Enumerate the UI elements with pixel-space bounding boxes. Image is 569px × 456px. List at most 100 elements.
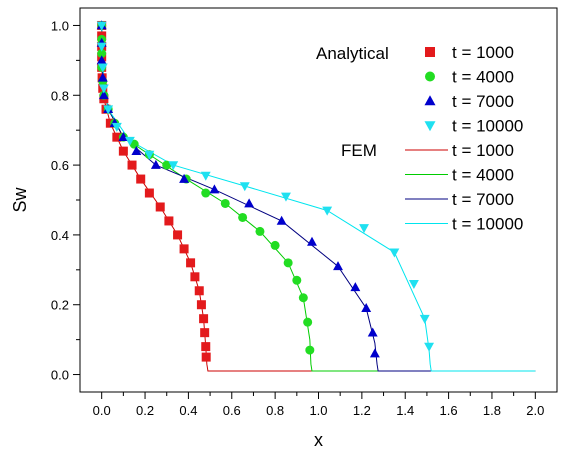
analytical-point-s0-16 — [164, 216, 174, 226]
legend-group-analytical: Analytical — [316, 44, 389, 63]
analytical-point-s3-14 — [389, 248, 400, 258]
analytical-point-s0-26 — [201, 352, 211, 362]
y-axis: 0.0 0.2 0.4 0.6 0.8 1.0 — [51, 18, 80, 383]
analytical-point-s1-22 — [305, 345, 315, 355]
analytical-point-s3-16 — [419, 314, 430, 324]
y-axis-label: Sw — [10, 187, 30, 213]
analytical-point-s2-18 — [367, 327, 378, 337]
legend-label-fem-2: t = 7000 — [452, 190, 514, 209]
analytical-point-s2-17 — [361, 303, 372, 313]
x-tick-label-6: 1.2 — [353, 403, 371, 418]
analytical-point-s0-10 — [112, 132, 122, 142]
analytical-point-s2-7 — [118, 131, 129, 141]
analytical-point-s0-12 — [127, 160, 137, 170]
y-tick-label-0: 0.0 — [51, 368, 69, 383]
legend-label-fem-3: t = 10000 — [452, 215, 523, 234]
analytical-point-s2-10 — [179, 173, 190, 183]
analytical-point-s3-1 — [96, 42, 107, 52]
legend: Analytical FEM t = 1000 t = 4000 t = 7000 t… — [316, 43, 523, 234]
analytical-point-s0-13 — [136, 174, 146, 184]
legend-label-fem-1: t = 4000 — [452, 166, 514, 185]
x-tick-label-2: 0.4 — [179, 403, 197, 418]
y-tick-label-5: 1.0 — [51, 18, 69, 33]
x-axis: 0.0 0.2 0.4 0.6 0.8 1.0 1.2 1.4 1.6 1.8 2.0 — [93, 392, 544, 418]
analytical-point-s1-16 — [255, 226, 265, 236]
analytical-point-s0-22 — [196, 300, 206, 310]
legend-label-fem-0: t = 1000 — [452, 141, 514, 160]
analytical-point-s0-17 — [173, 230, 183, 240]
analytical-point-s3-2 — [97, 63, 108, 73]
analytical-point-s1-15 — [238, 212, 248, 222]
y-tick-label-3: 0.6 — [51, 158, 69, 173]
analytical-point-s0-24 — [200, 328, 210, 338]
analytical-point-s2-13 — [276, 215, 287, 225]
analytical-point-s3-4 — [103, 105, 114, 115]
analytical-point-s1-21 — [303, 317, 313, 327]
analytical-point-s3-6 — [124, 136, 135, 146]
legend-marker-analytical-2 — [424, 95, 436, 106]
analytical-point-s1-19 — [292, 275, 302, 285]
analytical-point-s3-11 — [281, 192, 291, 202]
analytical-point-s2-14 — [307, 236, 317, 246]
y-tick-label-1: 0.2 — [51, 298, 69, 313]
y-tick-label-2: 0.4 — [51, 228, 69, 243]
analytical-point-s1-11 — [162, 160, 172, 170]
analytical-point-s2-12 — [244, 198, 255, 208]
analytical-point-s3-9 — [200, 171, 211, 181]
analytical-markers — [96, 20, 435, 362]
analytical-point-s2-19 — [369, 348, 380, 358]
analytical-point-s2-11 — [209, 184, 220, 194]
legend-label-analytical-2: t = 7000 — [452, 92, 514, 111]
analytical-point-s3-13 — [359, 224, 369, 234]
analytical-point-s3-7 — [144, 150, 155, 160]
analytical-point-s3-8 — [168, 161, 179, 171]
analytical-point-s2-2 — [96, 55, 107, 65]
analytical-point-s2-8 — [131, 145, 142, 155]
legend-label-analytical-0: t = 1000 — [452, 43, 514, 62]
analytical-point-s0-23 — [199, 314, 209, 324]
legend-group-fem: FEM — [341, 141, 377, 160]
x-tick-label-10: 2.0 — [526, 403, 544, 418]
x-tick-label-7: 1.4 — [396, 403, 414, 418]
analytical-point-s2-9 — [150, 159, 161, 169]
legend-label-analytical-1: t = 4000 — [452, 68, 514, 87]
legend-marker-analytical-0 — [425, 47, 435, 57]
analytical-point-s0-20 — [190, 272, 200, 282]
legend-marker-analytical-1 — [425, 71, 435, 82]
legend-marker-analytical-3 — [424, 121, 436, 132]
x-tick-label-8: 1.6 — [440, 403, 458, 418]
analytical-point-s0-11 — [118, 146, 128, 156]
x-axis-label: x — [314, 430, 323, 450]
analytical-point-s3-0 — [96, 21, 107, 31]
analytical-point-s1-14 — [220, 198, 230, 208]
analytical-point-s1-13 — [201, 188, 211, 198]
x-tick-label-4: 0.8 — [266, 403, 284, 418]
analytical-point-s1-20 — [298, 293, 308, 303]
analytical-point-s0-14 — [144, 188, 154, 198]
analytical-point-s2-4 — [98, 90, 109, 100]
x-tick-label-3: 0.6 — [223, 403, 241, 418]
analytical-point-s0-25 — [201, 342, 211, 352]
analytical-point-s3-3 — [98, 84, 109, 94]
analytical-point-s1-18 — [283, 258, 293, 268]
analytical-point-s1-2 — [97, 48, 107, 58]
analytical-point-s2-3 — [97, 72, 108, 82]
analytical-point-s3-15 — [408, 279, 419, 289]
analytical-point-s0-15 — [155, 202, 165, 212]
analytical-point-s3-17 — [424, 342, 435, 352]
x-tick-label-5: 1.0 — [309, 403, 327, 418]
y-tick-label-4: 0.8 — [51, 88, 69, 103]
x-tick-label-9: 1.8 — [483, 403, 501, 418]
legend-label-analytical-3: t = 10000 — [452, 117, 523, 136]
analytical-point-s3-10 — [239, 182, 250, 192]
analytical-point-s0-21 — [194, 286, 204, 296]
analytical-point-s0-19 — [186, 258, 196, 268]
analytical-point-s0-18 — [179, 244, 189, 254]
analytical-point-s2-15 — [333, 261, 343, 271]
analytical-point-s3-5 — [111, 122, 122, 132]
analytical-point-s1-17 — [270, 240, 280, 250]
x-tick-label-1: 0.2 — [136, 403, 154, 418]
analytical-point-s2-16 — [350, 282, 361, 292]
analytical-point-s3-12 — [322, 206, 333, 216]
